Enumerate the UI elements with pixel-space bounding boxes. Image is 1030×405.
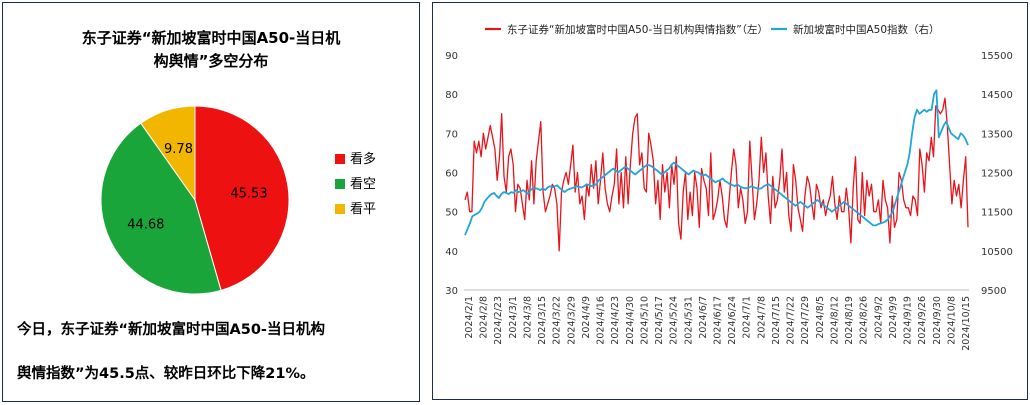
legend-label: 看空: [350, 176, 376, 192]
summary-text-line2: 舆情指数”为45.5点、较昨日环比下降21%。: [17, 366, 315, 382]
y-right-tick-label: 10500: [981, 247, 1013, 258]
x-tick-label: 2024/7/22: [786, 296, 797, 345]
y-right-tick-label: 11500: [981, 208, 1013, 219]
x-tick-label: 2024/9/30: [932, 296, 943, 345]
y-right-tick-label: 13500: [981, 129, 1013, 140]
legend-label: 看多: [350, 151, 376, 167]
legend-label: 看平: [350, 201, 376, 217]
legend-swatch: [335, 179, 345, 189]
a50-index-line: [464, 89, 969, 236]
x-tick-label: 2024/2/1: [464, 296, 475, 339]
x-tick-label: 2024/3/22: [552, 296, 563, 345]
x-tick-label: 2024/5/24: [669, 296, 680, 345]
pie-slice-value-label: 9.78: [164, 142, 193, 157]
x-tick-label: 2024/5/31: [683, 296, 694, 345]
y-left-tick-label: 90: [445, 51, 458, 62]
x-tick-label: 2024/5/17: [654, 296, 665, 345]
x-tick-label: 2024/9/2: [873, 296, 884, 339]
y-left-tick-label: 40: [445, 247, 458, 258]
x-tick-label: 2024/10/8: [946, 296, 957, 345]
sentiment-index-line: [464, 97, 969, 252]
x-tick-label: 2024/10/15: [961, 296, 972, 351]
y-left-tick-label: 60: [445, 169, 458, 180]
y-left-tick-label: 30: [445, 286, 458, 297]
x-tick-label: 2024/4/23: [610, 296, 621, 345]
x-tick-label: 2024/5/10: [639, 296, 650, 345]
legend-swatch: [335, 154, 345, 164]
x-tick-label: 2024/7/8: [756, 296, 767, 339]
x-tick-label: 2024/3/8: [522, 296, 533, 339]
pie-slice-2: [140, 105, 196, 202]
y-left-tick-label: 70: [445, 129, 458, 140]
x-tick-label: 2024/3/29: [566, 296, 577, 345]
x-tick-label: 2024/2/8: [479, 296, 490, 339]
x-tick-label: 2024/9/19: [903, 296, 914, 345]
x-tick-label: 2024/4/30: [625, 296, 636, 345]
x-tick-label: 2024/2/23: [493, 296, 504, 345]
x-tick-label: 2024/8/12: [829, 296, 840, 345]
y-left-tick-label: 50: [445, 208, 458, 219]
line-chart-panel: 30 40 50 60 70 80 90 9500 10500 11500 12500 13500 14…: [432, 2, 1028, 400]
pie-chart-title-line1: 东子证券“新加坡富时中国A50-当日机: [81, 29, 341, 47]
x-tick-label: 2024/6/24: [727, 296, 738, 345]
pie-slice-1: [100, 122, 222, 295]
legend-label: 新加坡富时中国A50指数（右）: [793, 23, 940, 36]
x-tick-label: 2024/3/15: [537, 296, 548, 345]
x-tick-label: 2024/7/29: [800, 296, 811, 345]
pie-chart-title-line2: 构舆情”多空分布: [153, 52, 269, 70]
pie-chart-panel: 东子证券“新加坡富时中国A50-当日机 构舆情”多空分布 45.53 看多 44.6…: [2, 2, 420, 402]
pie-slice-value-label: 44.68: [127, 218, 164, 233]
x-tick-label: 2024/9/26: [917, 296, 928, 345]
summary-text-line1: 今日，东子证券“新加坡富时中国A50-当日机构: [17, 322, 325, 338]
x-tick-label: 2024/7/1: [742, 296, 753, 339]
pie-chart: 45.53 看多 44.68 看空 9.78 看平: [100, 105, 376, 295]
pie-slice-0: [194, 105, 290, 291]
legend-label: 东子证券“新加坡富时中国A50-当日机构舆情指数”（左）: [507, 23, 768, 36]
x-tick-label: 2024/8/26: [859, 296, 870, 345]
x-tick-label: 2024/6/17: [713, 296, 724, 345]
x-tick-label: 2024/6/7: [698, 296, 709, 339]
y-right-tick-label: 9500: [981, 286, 1006, 297]
x-tick-label: 2024/4/9: [581, 296, 592, 339]
x-tick-label: 2024/7/15: [771, 296, 782, 345]
pie-slice-value-label: 45.53: [230, 186, 267, 201]
y-right-tick-label: 15500: [981, 51, 1013, 62]
x-tick-label: 2024/8/5: [815, 296, 826, 339]
y-right-tick-label: 14500: [981, 90, 1013, 101]
x-tick-label: 2024/8/19: [844, 296, 855, 345]
y-left-tick-label: 80: [445, 90, 458, 101]
legend-swatch: [335, 204, 345, 214]
x-tick-label: 2024/4/16: [596, 296, 607, 345]
line-chart: 30 40 50 60 70 80 90 9500 10500 11500 12500 13500 14…: [445, 23, 1013, 351]
x-tick-label: 2024/3/1: [508, 296, 519, 339]
x-tick-label: 2024/9/9: [888, 296, 899, 339]
y-right-tick-label: 12500: [981, 169, 1013, 180]
